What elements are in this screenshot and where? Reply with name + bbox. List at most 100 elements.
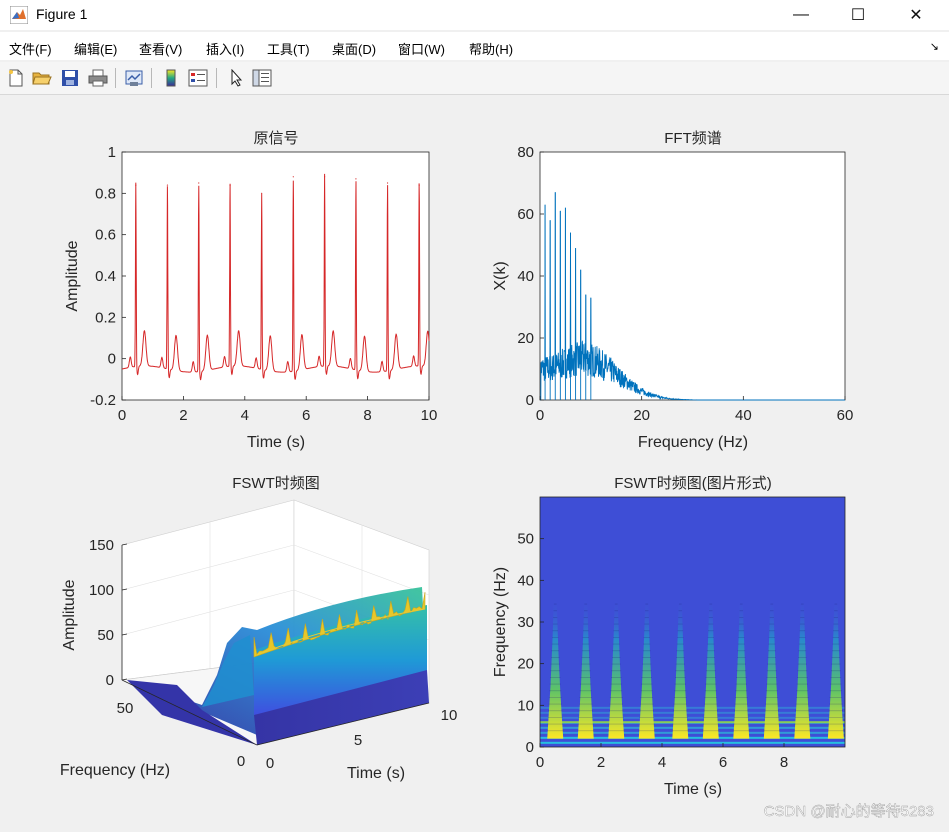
heatmap-burst-stripe <box>643 630 650 632</box>
close-button[interactable]: ✕ <box>892 0 940 30</box>
heatmap-burst-stripe <box>707 643 715 645</box>
heatmap-burst <box>577 597 594 739</box>
heatmap-title: FSWT时频图(图片形式) <box>614 475 771 492</box>
maximize-button[interactable]: ☐ <box>834 0 882 30</box>
menu-overflow-arrow-icon[interactable]: ↘ <box>929 41 939 53</box>
heatmap-burst-stripe <box>703 717 719 718</box>
toolbar-separator <box>115 68 116 88</box>
menu-view[interactable]: 查看(V) <box>139 42 183 57</box>
surface-z-tick-label: 100 <box>89 582 114 599</box>
heatmap-burst-stripe <box>763 730 780 732</box>
heatmap-burst <box>702 597 719 739</box>
heatmap-burst-stripe <box>581 663 591 665</box>
menu-edit[interactable]: 编辑(E) <box>74 42 118 57</box>
edit-plot-button[interactable] <box>225 67 247 89</box>
heatmap-burst-stripe <box>733 730 750 732</box>
heatmap-burst-stripe <box>677 623 683 625</box>
heatmap-low-band <box>540 731 845 734</box>
menu-file[interactable]: 文件(F) <box>9 42 52 57</box>
heatmap-burst-stripe <box>795 697 809 698</box>
fft-y-tick-label: 0 <box>526 392 534 409</box>
heatmap-burst-stripe <box>830 683 842 685</box>
heatmap-burst-stripe <box>608 730 625 732</box>
signal-y-tick-label: 0.8 <box>95 185 116 202</box>
heatmap-burst-stripe <box>552 623 558 625</box>
heatmap-y-tick-label: 20 <box>517 656 534 673</box>
surface-x-tick-label: 5 <box>354 732 362 749</box>
heatmap-burst-stripe <box>578 710 593 712</box>
heatmap-burst-stripe <box>796 683 808 685</box>
heatmap-burst-stripe <box>549 690 562 692</box>
heatmap-y-tick-label: 50 <box>517 531 534 548</box>
heatmap-burst <box>733 597 750 739</box>
heatmap-burst-stripe <box>739 617 744 618</box>
menu-window[interactable]: 窗口(W) <box>398 42 445 57</box>
print-button[interactable] <box>87 67 109 89</box>
menu-insert[interactable]: 插入(I) <box>206 42 245 57</box>
signal-y-tick-label: 1 <box>108 144 116 161</box>
heatmap-burst-stripe <box>548 697 562 698</box>
minimize-button[interactable]: — <box>777 0 825 30</box>
maximize-icon: ☐ <box>850 7 866 24</box>
heatmap-burst-stripe <box>709 610 713 612</box>
heatmap-burst-stripe <box>767 663 777 665</box>
heatmap-low-band <box>540 726 845 729</box>
new-figure-button[interactable] <box>5 67 27 89</box>
property-inspector-button[interactable] <box>251 67 273 89</box>
heatmap-burst-stripe <box>577 730 594 732</box>
heatmap-burst-stripe <box>612 657 621 658</box>
save-button[interactable] <box>59 67 81 89</box>
surface-x-axis <box>256 702 430 746</box>
heatmap-burst-stripe <box>797 677 808 678</box>
heatmap-burst-stripe <box>704 690 717 692</box>
heatmap-burst-stripe <box>608 717 624 718</box>
insert-colorbar-button[interactable] <box>160 67 182 89</box>
heatmap-burst-stripe <box>734 697 748 698</box>
heatmap-burst-stripe <box>552 637 559 638</box>
heatmap-burst-stripe <box>794 730 811 732</box>
heatmap-burst-stripe <box>702 730 719 732</box>
heatmap-burst <box>547 597 564 739</box>
heatmap-burst-stripe <box>706 663 716 665</box>
signal-axes: 0 2 4 6 8 10-0.200.20.40.60.81 原信号 Time (s) A… <box>64 130 437 451</box>
heatmap-burst-stripe <box>733 723 750 725</box>
heatmap-burst-stripe <box>640 690 653 692</box>
heatmap-burst-stripe <box>678 603 682 605</box>
heatmap-burst-stripe <box>676 643 684 645</box>
heatmap-burst-stripe <box>549 677 561 678</box>
heatmap-burst-stripe <box>770 603 774 605</box>
surface-z-tick <box>121 588 128 591</box>
heatmap-burst-stripe <box>736 677 747 678</box>
legend-icon <box>188 69 208 87</box>
heatmap-burst-stripe <box>643 643 651 645</box>
heatmap-y-tick-label: 0 <box>526 739 534 756</box>
open-folder-icon <box>32 72 52 85</box>
heatmap-y-tick-label: 10 <box>517 697 534 714</box>
fft-ylabel: X(k) <box>492 261 509 290</box>
menu-desktop[interactable]: 桌面(D) <box>332 42 377 57</box>
heatmap-burst-stripe <box>644 617 649 618</box>
heatmap-burst-stripe <box>640 703 654 705</box>
menu-tools[interactable]: 工具(T) <box>267 42 310 57</box>
link-plot-button[interactable] <box>123 67 145 89</box>
signal-line <box>121 173 430 381</box>
heatmap-burst-stripe <box>794 723 811 725</box>
heatmap-burst-stripe <box>827 730 844 732</box>
surface-z-tick <box>121 543 128 546</box>
property-inspector-icon <box>252 69 272 87</box>
heatmap-burst-stripe <box>673 697 687 698</box>
heatmap-burst-stripe <box>672 730 689 732</box>
fft-x-tick-label: 40 <box>735 407 752 424</box>
open-file-button[interactable] <box>31 67 53 89</box>
heatmap-ylabel: Frequency (Hz) <box>492 567 509 677</box>
heatmap-burst-stripe <box>706 650 715 652</box>
heatmap-burst-stripe <box>799 630 806 632</box>
heatmap-low-band <box>540 736 845 739</box>
heatmap-burst-stripe <box>608 723 625 725</box>
heatmap-burst-stripe <box>831 657 841 658</box>
menu-help[interactable]: 帮助(H) <box>469 42 514 57</box>
heatmap-burst-stripe <box>609 710 624 712</box>
heatmap-burst-stripe <box>764 723 780 725</box>
insert-legend-button[interactable] <box>187 67 209 89</box>
heatmap-burst-stripe <box>704 697 718 698</box>
